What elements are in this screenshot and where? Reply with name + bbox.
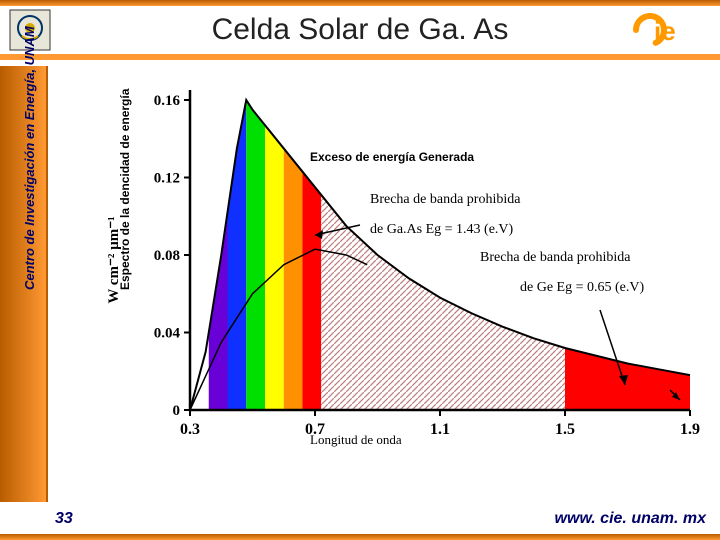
svg-text:0.3: 0.3 bbox=[180, 421, 200, 438]
annotation-brecha2: Brecha de banda prohibida bbox=[480, 250, 630, 266]
svg-text:1.1: 1.1 bbox=[430, 421, 450, 438]
annotation-gaas-eg: de Ga.As Eg = 1.43 (e.V) bbox=[370, 222, 513, 238]
y-axis-label: Espectro de la dencidad de energía bbox=[118, 89, 132, 290]
x-axis-label: Longitud de onda bbox=[310, 432, 402, 448]
svg-text:ie: ie bbox=[654, 16, 676, 46]
cie-logo: ie bbox=[618, 10, 708, 50]
svg-text:1.9: 1.9 bbox=[680, 421, 700, 438]
bottom-gradient-border bbox=[0, 534, 720, 540]
annotation-brecha1: Brecha de banda prohibida bbox=[370, 192, 520, 208]
title-bar: Celda Solar de Ga. As bbox=[0, 6, 720, 60]
svg-text:0.08: 0.08 bbox=[154, 248, 180, 264]
svg-text:1.5: 1.5 bbox=[555, 421, 575, 438]
svg-text:0.04: 0.04 bbox=[154, 326, 181, 342]
svg-text:0.12: 0.12 bbox=[154, 171, 180, 187]
annotation-ge-eg: de Ge Eg = 0.65 (e.V) bbox=[520, 280, 644, 296]
footer-url: www. cie. unam. mx bbox=[555, 510, 706, 528]
institution-label: Centro de Investigación en Energía, UNAM bbox=[22, 26, 37, 290]
svg-text:0: 0 bbox=[173, 403, 181, 419]
annotation-exceso: Exceso de energía Generada bbox=[310, 150, 474, 164]
page-number: 33 bbox=[55, 510, 73, 528]
svg-text:0.16: 0.16 bbox=[154, 93, 181, 109]
slide-title: Celda Solar de Ga. As bbox=[212, 13, 509, 47]
